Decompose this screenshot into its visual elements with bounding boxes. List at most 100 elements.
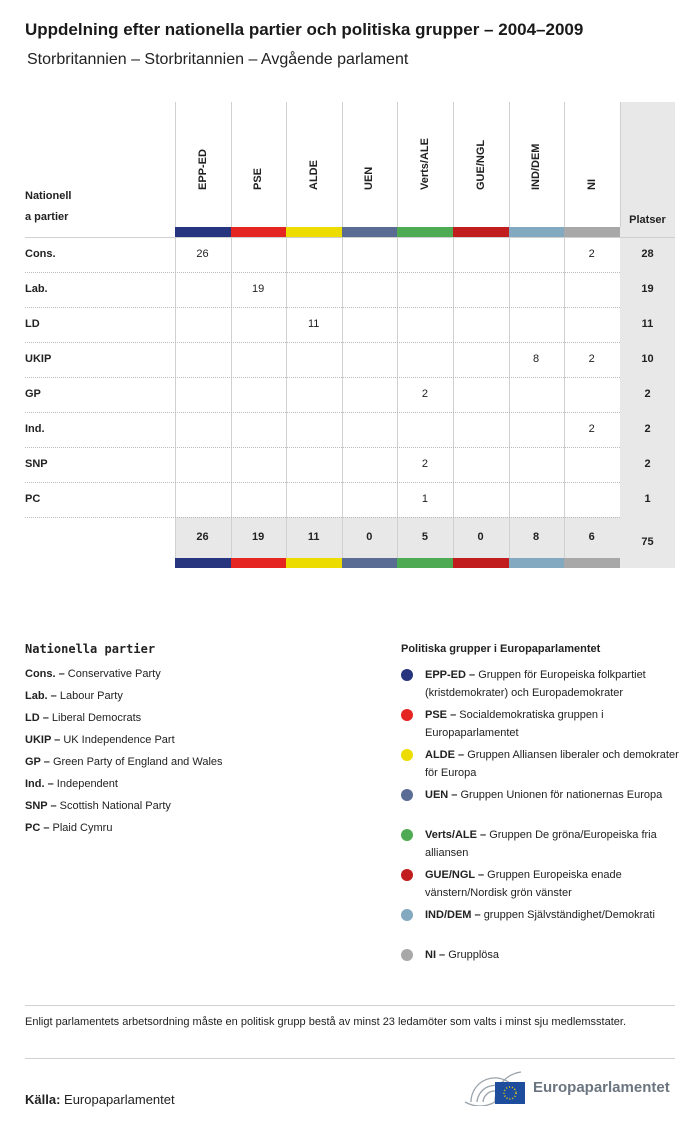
page-title: Uppdelning efter nationella partier och … bbox=[25, 20, 584, 39]
logo-text: Europaparlamentet bbox=[533, 1078, 670, 1096]
legend-name: Conservative Party bbox=[67, 668, 161, 680]
legend-abbr: ALDE – bbox=[425, 749, 465, 761]
row-separator bbox=[25, 307, 620, 308]
group-total: 11 bbox=[307, 531, 320, 543]
seat-value: 2 bbox=[588, 423, 595, 435]
seat-table: Nationell a partier Platser EPP-ED PSE ALDE… bbox=[25, 102, 675, 568]
legend-abbr: Cons. – bbox=[25, 668, 65, 680]
legend-name: Socialdemokratiska gruppen i Europaparla… bbox=[425, 709, 604, 739]
row-total: 11 bbox=[641, 318, 654, 330]
row-header-line2: a partier bbox=[25, 211, 69, 223]
legend-abbr: SNP – bbox=[25, 800, 57, 812]
legend-group-item: NI – Grupplösa bbox=[401, 946, 681, 964]
row-total: 2 bbox=[644, 458, 651, 470]
legend-abbr: PC – bbox=[25, 822, 50, 834]
group-total: 8 bbox=[533, 531, 540, 543]
group-color-dot bbox=[401, 829, 413, 841]
group-header-uen: UEN bbox=[342, 102, 397, 227]
seat-value: 2 bbox=[421, 458, 428, 470]
legend-abbr: GUE/NGL – bbox=[425, 869, 485, 881]
row-separator bbox=[25, 377, 620, 378]
group-header-label: PSE bbox=[252, 167, 265, 190]
row-header-line1: Nationell bbox=[25, 190, 72, 202]
legend-party-item: SNP – Scottish National Party bbox=[25, 800, 171, 812]
seat-value: 2 bbox=[588, 353, 595, 365]
legend-name: Liberal Democrats bbox=[51, 712, 142, 724]
group-header-gue-ngl: GUE/NGL bbox=[453, 102, 508, 227]
party-label: SNP bbox=[25, 458, 48, 470]
legend-groups-title: Politiska grupper i Europaparlamentet bbox=[401, 643, 601, 655]
column-divider bbox=[564, 102, 566, 568]
legend-abbr: Verts/ALE – bbox=[425, 829, 487, 841]
row-total: 1 bbox=[644, 493, 651, 505]
legend-abbr: NI – bbox=[425, 949, 446, 961]
row-separator bbox=[25, 482, 620, 483]
party-label: Ind. bbox=[25, 423, 45, 435]
row-total: 19 bbox=[641, 283, 654, 295]
group-color-bar bbox=[286, 558, 343, 568]
row-separator bbox=[25, 412, 620, 413]
legend-name: Scottish National Party bbox=[59, 800, 171, 812]
party-label: LD bbox=[25, 318, 40, 330]
column-divider bbox=[619, 102, 621, 227]
row-total: 2 bbox=[644, 423, 651, 435]
seat-value: 11 bbox=[307, 318, 320, 330]
legend-name: Plaid Cymru bbox=[52, 822, 113, 834]
party-label: Cons. bbox=[25, 248, 56, 260]
group-header-epp-ed: EPP-ED bbox=[175, 102, 230, 227]
legend-group-item: ALDE – Gruppen Alliansen liberaler och d… bbox=[401, 746, 681, 782]
seat-value: 2 bbox=[588, 248, 595, 260]
group-color-bar bbox=[341, 558, 398, 568]
group-color-bar bbox=[341, 227, 398, 237]
group-header-verts-ale: Verts/ALE bbox=[397, 102, 452, 227]
legend-name: gruppen Självständighet/Demokrati bbox=[483, 909, 655, 921]
legend-group-item: UEN – Gruppen Unionen för nationernas Eu… bbox=[401, 786, 681, 804]
legend-party-item: Ind. – Independent bbox=[25, 778, 118, 790]
group-color-bar bbox=[175, 227, 231, 237]
column-divider bbox=[230, 102, 232, 568]
legend-party-item: UKIP – UK Independence Part bbox=[25, 734, 175, 746]
seat-value: 8 bbox=[533, 353, 540, 365]
group-total: 0 bbox=[477, 531, 484, 543]
footnote: Enligt parlamentets arbetsordning måste … bbox=[25, 1016, 626, 1028]
row-total: 2 bbox=[644, 388, 651, 400]
legend-abbr: UEN – bbox=[425, 789, 458, 801]
column-divider bbox=[286, 102, 288, 568]
group-color-bar bbox=[453, 558, 509, 568]
grand-total: 75 bbox=[641, 536, 654, 548]
seat-value: 2 bbox=[421, 388, 428, 400]
group-total: 0 bbox=[366, 531, 373, 543]
row-total: 10 bbox=[641, 353, 654, 365]
legend-group-item: Verts/ALE – Gruppen De gröna/Europeiska … bbox=[401, 826, 681, 862]
party-label: GP bbox=[25, 388, 41, 400]
row-header: Nationell a partier bbox=[25, 186, 71, 228]
legend-abbr: Lab. – bbox=[25, 690, 57, 702]
row-separator bbox=[25, 272, 620, 273]
group-total: 6 bbox=[588, 531, 595, 543]
group-color-bar bbox=[564, 558, 621, 568]
column-divider bbox=[341, 102, 343, 568]
group-header-label: EPP-ED bbox=[196, 149, 209, 190]
row-separator bbox=[25, 517, 620, 518]
source-value: Europaparlamentet bbox=[64, 1092, 175, 1107]
group-header-ni: NI bbox=[564, 102, 619, 227]
group-color-bar bbox=[397, 227, 454, 237]
ep-logo: Europaparlamentet bbox=[461, 1068, 670, 1106]
group-color-bar bbox=[286, 227, 343, 237]
group-header-label: GUE/NGL bbox=[474, 139, 487, 190]
header-separator bbox=[25, 237, 675, 238]
group-color-dot bbox=[401, 949, 413, 961]
divider bbox=[25, 1005, 675, 1006]
group-color-dot bbox=[401, 869, 413, 881]
legend-abbr: Ind. – bbox=[25, 778, 54, 790]
group-color-bar bbox=[397, 558, 454, 568]
group-header-alde: ALDE bbox=[286, 102, 341, 227]
legend-abbr: GP – bbox=[25, 756, 50, 768]
group-color-bar bbox=[508, 227, 565, 237]
legend-name: Gruppen De gröna/Europeiska fria allians… bbox=[425, 829, 657, 859]
group-header-label: UEN bbox=[363, 166, 376, 190]
legend-group-item: EPP-ED – Gruppen för Europeiska folkpart… bbox=[401, 666, 681, 702]
legend-name: Labour Party bbox=[59, 690, 123, 702]
seat-value: 19 bbox=[251, 283, 265, 295]
group-color-dot bbox=[401, 709, 413, 721]
